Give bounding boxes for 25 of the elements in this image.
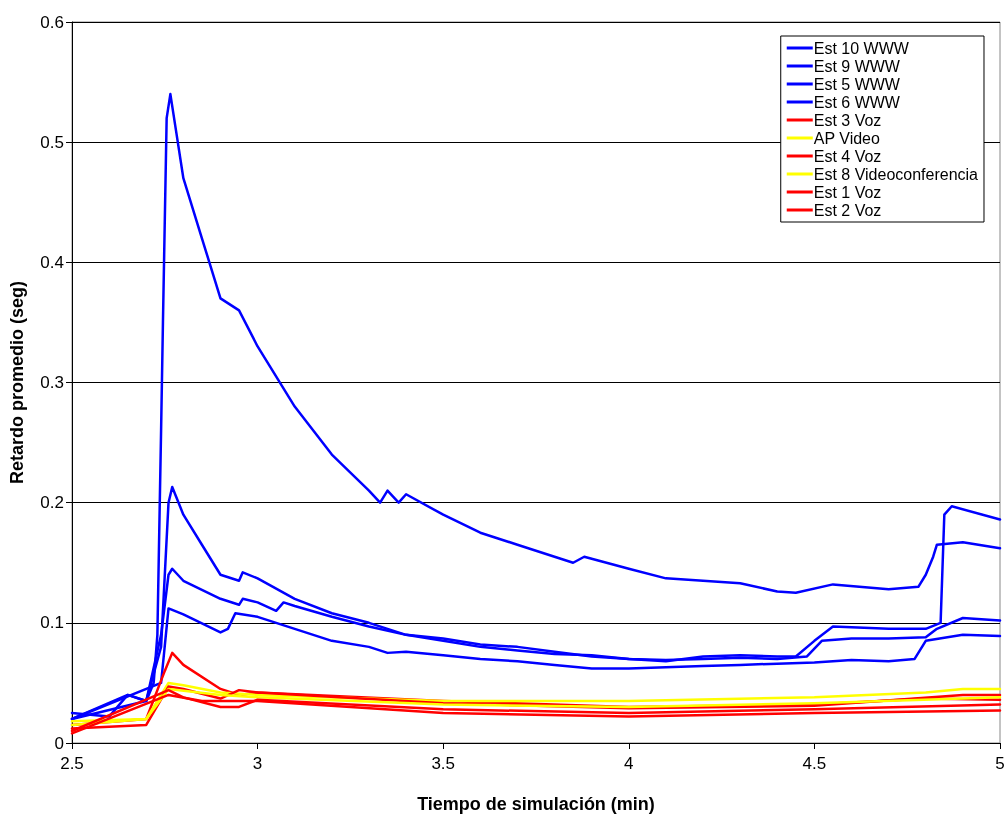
legend-label: AP Video [813, 129, 880, 147]
y-tick-label: 0.6 [40, 12, 64, 32]
y-tick-label: 0.4 [40, 252, 64, 272]
y-tick-label: 0.1 [40, 613, 64, 633]
x-tick-label: 4.5 [802, 754, 827, 773]
y-tick-label: 0.3 [40, 373, 64, 392]
x-axis-title: Tiempo de simulación (min) [417, 794, 655, 814]
legend-label: Est 10 WWW [813, 39, 910, 57]
x-tick-label: 3 [252, 754, 263, 773]
legend-label: Est 4 Voz [813, 147, 882, 165]
legend-label: Est 9 WWW [813, 57, 901, 75]
legend-label: Est 3 Voz [813, 111, 882, 129]
x-tick-label: 2.5 [60, 754, 84, 773]
legend-label: Est 1 Voz [813, 183, 882, 201]
y-axis-title: Retardo promedio (seg) [7, 280, 27, 485]
legend-label: Est 6 WWW [813, 93, 901, 111]
y-tick-label: 0.5 [40, 132, 64, 152]
y-tick-label: 0.2 [40, 493, 64, 513]
y-tick-label: 0 [54, 733, 64, 753]
legend-label: Est 5 WWW [813, 75, 901, 93]
x-tick-label: 3.5 [431, 754, 456, 773]
legend-label: Est 2 Voz [813, 201, 882, 219]
x-tick-label: 4 [624, 754, 634, 773]
x-tick-label: 5 [995, 754, 1005, 773]
legend-label: Est 8 Videoconferencia [813, 165, 979, 183]
